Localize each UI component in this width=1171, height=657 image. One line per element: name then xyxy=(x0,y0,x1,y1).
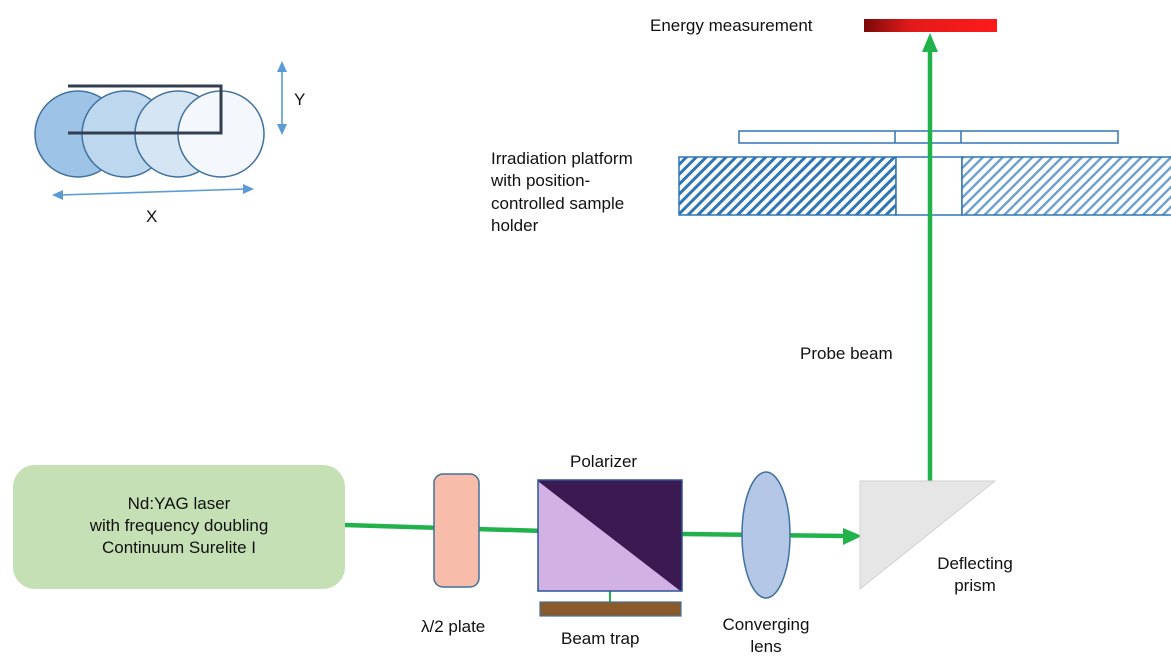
half-wave-plate-label: λ/2 plate xyxy=(421,617,486,636)
beam-trap xyxy=(539,601,682,617)
y-scan-arrow xyxy=(277,61,287,135)
laser-label-line-3: Continuum Surelite I xyxy=(101,538,257,557)
beam-arrowhead-prism xyxy=(843,528,862,545)
x-scan-arrow xyxy=(52,184,254,200)
deflecting-prism-label-line-2: prism xyxy=(954,576,996,595)
laser-label-line-2: with frequency doubling xyxy=(89,516,269,535)
platform-label-line-4: holder xyxy=(491,216,539,235)
laser-source xyxy=(13,465,345,589)
polarizer-cube xyxy=(537,479,683,592)
energy-measurement-label: Energy measurement xyxy=(650,16,813,35)
platform-left-block xyxy=(678,156,897,216)
beam-trap-label: Beam trap xyxy=(561,629,640,648)
converging-lens-label-line-2: lens xyxy=(750,637,782,656)
beam-arrowhead-detector xyxy=(922,33,938,52)
platform-label-line-3: controlled sample xyxy=(491,194,625,213)
irradiation-platform xyxy=(678,130,1171,216)
scan-path-bracket xyxy=(68,84,223,135)
laser-label-line-1: Nd:YAG laser xyxy=(127,494,231,513)
converging-lens xyxy=(741,471,791,599)
y-axis-label: Y xyxy=(294,90,306,109)
x-axis-label: X xyxy=(146,207,158,226)
polarizer-label: Polarizer xyxy=(570,452,638,471)
deflecting-prism xyxy=(859,480,997,591)
deflecting-prism-label-line-1: Deflecting xyxy=(937,554,1013,573)
platform-label-line-2: with position- xyxy=(491,171,591,190)
half-wave-plate xyxy=(433,473,480,588)
platform-label-line-1: Irradiation platform xyxy=(491,149,633,168)
probe-beam-label: Probe beam xyxy=(800,344,893,363)
converging-lens-label-line-1: Converging xyxy=(722,615,810,634)
laser-source-label: Nd:YAG laser with frequency doubling Con… xyxy=(13,493,345,559)
platform-right-block xyxy=(961,156,1171,216)
energy-detector xyxy=(864,19,997,32)
scan-pattern xyxy=(34,61,287,200)
